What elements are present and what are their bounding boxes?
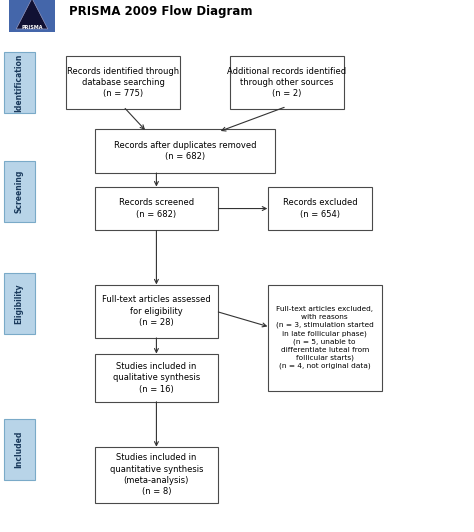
FancyBboxPatch shape bbox=[9, 0, 55, 32]
Text: Records identified through
database searching
(n = 775): Records identified through database sear… bbox=[67, 66, 179, 98]
FancyBboxPatch shape bbox=[268, 285, 382, 391]
FancyBboxPatch shape bbox=[4, 419, 35, 480]
FancyBboxPatch shape bbox=[95, 354, 218, 402]
Text: Included: Included bbox=[15, 431, 24, 468]
Text: Records after duplicates removed
(n = 682): Records after duplicates removed (n = 68… bbox=[114, 141, 256, 161]
Text: PRISMA: PRISMA bbox=[21, 26, 43, 30]
Text: Additional records identified
through other sources
(n = 2): Additional records identified through ot… bbox=[227, 66, 346, 98]
FancyBboxPatch shape bbox=[4, 273, 35, 334]
Text: Studies included in
quantitative synthesis
(meta-analysis)
(n = 8): Studies included in quantitative synthes… bbox=[109, 453, 203, 496]
FancyBboxPatch shape bbox=[95, 285, 218, 338]
Text: Records screened
(n = 682): Records screened (n = 682) bbox=[119, 198, 194, 219]
FancyBboxPatch shape bbox=[268, 187, 372, 230]
Text: Studies included in
qualitative synthesis
(n = 16): Studies included in qualitative synthesi… bbox=[113, 362, 200, 394]
Text: Records excluded
(n = 654): Records excluded (n = 654) bbox=[283, 198, 357, 219]
FancyBboxPatch shape bbox=[95, 447, 218, 503]
FancyBboxPatch shape bbox=[95, 187, 218, 230]
Text: PRISMA 2009 Flow Diagram: PRISMA 2009 Flow Diagram bbox=[69, 5, 252, 18]
FancyBboxPatch shape bbox=[230, 56, 344, 109]
Text: Screening: Screening bbox=[15, 170, 24, 213]
Text: Eligibility: Eligibility bbox=[15, 283, 24, 323]
Text: Full-text articles assessed
for eligibility
(n = 28): Full-text articles assessed for eligibil… bbox=[102, 295, 211, 327]
Polygon shape bbox=[16, 0, 48, 29]
FancyBboxPatch shape bbox=[66, 56, 180, 109]
Text: Identification: Identification bbox=[15, 53, 24, 112]
FancyBboxPatch shape bbox=[4, 52, 35, 113]
FancyBboxPatch shape bbox=[4, 161, 35, 222]
FancyBboxPatch shape bbox=[95, 129, 275, 173]
Text: Full-text articles excluded,
with reasons
(n = 3, stimulation started
in late fo: Full-text articles excluded, with reason… bbox=[276, 306, 374, 369]
